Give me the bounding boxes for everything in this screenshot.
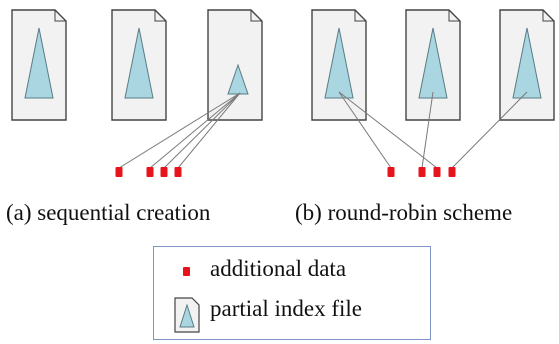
connector-line <box>163 92 241 169</box>
triangle-icon <box>512 27 542 99</box>
additional-data-dot <box>115 167 123 177</box>
connector-line <box>338 91 392 169</box>
additional-data-dot <box>448 167 456 177</box>
triangle-icon <box>324 27 354 99</box>
document-fold <box>154 10 166 22</box>
document-icon <box>207 9 263 121</box>
triangle-icon <box>174 297 200 333</box>
document-fold <box>542 10 554 22</box>
caption-round-robin-scheme: (b) round-robin scheme <box>295 200 513 225</box>
document-icon <box>499 9 555 121</box>
additional-data-dot <box>174 167 182 177</box>
document-icon <box>11 9 67 121</box>
document-fold <box>354 10 366 22</box>
additional-data-dot <box>160 167 168 177</box>
connector-line <box>177 92 241 169</box>
document-fold <box>250 10 262 22</box>
additional-data-dot <box>387 167 395 177</box>
connector-line <box>421 91 434 169</box>
triangle-icon <box>24 27 54 99</box>
connector-line <box>338 91 438 169</box>
document-page <box>207 9 263 121</box>
document-fold <box>54 10 66 22</box>
document-icon <box>311 9 367 121</box>
connector-line <box>451 91 528 169</box>
additional-data-dot <box>146 167 154 177</box>
triangle-icon <box>418 27 448 99</box>
legend-box: additional data partial index file <box>153 246 431 340</box>
legend-label-partial-index-file: partial index file <box>210 296 362 321</box>
legend-item-partial-index-file: partial index file <box>154 293 430 333</box>
additional-data-dot <box>433 167 441 177</box>
legend-label-additional-data: additional data <box>210 256 347 281</box>
caption-sequential-creation: (a) sequential creation <box>6 200 211 225</box>
triangle-icon <box>124 27 154 99</box>
legend-item-additional-data: additional data <box>154 253 430 289</box>
connector-line <box>118 92 241 169</box>
document-icon <box>111 9 167 121</box>
additional-data-dot <box>418 167 426 177</box>
document-fold <box>448 10 460 22</box>
red-dot-icon <box>183 267 190 276</box>
document-icon <box>405 9 461 121</box>
connector-line <box>149 92 241 169</box>
